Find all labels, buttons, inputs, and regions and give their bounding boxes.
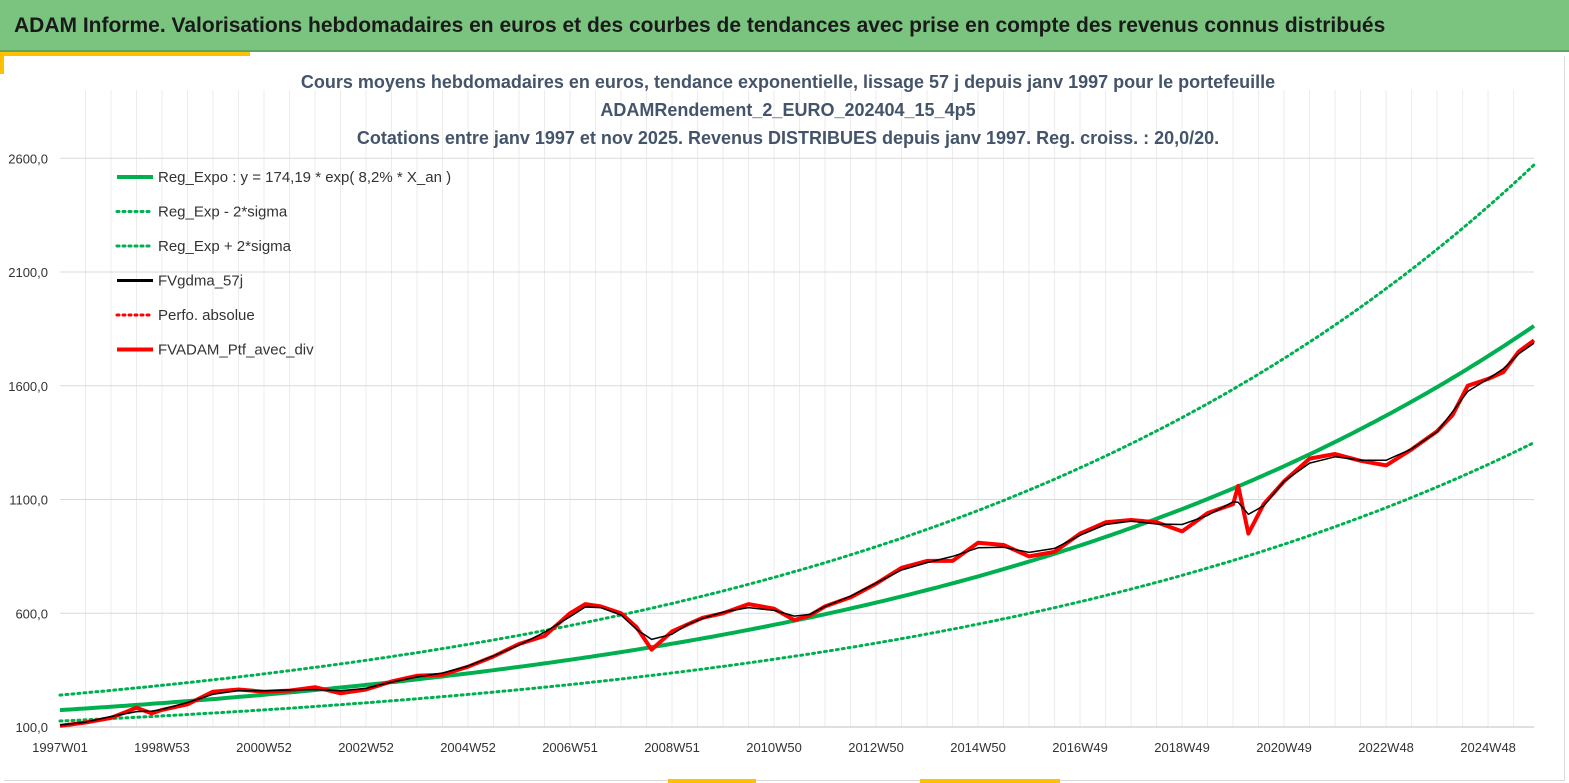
reg-exp-plus-2sigma-line <box>58 163 1536 697</box>
x-tick-label: 1997W01 <box>32 740 88 755</box>
x-tick-label: 2022W48 <box>1358 740 1414 755</box>
legend-label: Reg_Expo : y = 174,19 * exp( 8,2% * X_an… <box>158 169 451 186</box>
legend-label: Reg_Exp - 2*sigma <box>158 204 288 221</box>
x-tick-label: 2000W52 <box>236 740 292 755</box>
x-tick-label: 2012W50 <box>848 740 904 755</box>
chart-title-line: Cotations entre janv 1997 et nov 2025. R… <box>357 128 1219 148</box>
x-tick-label: 1998W53 <box>134 740 190 755</box>
x-tick-label: 2020W49 <box>1256 740 1312 755</box>
accent-bar-top <box>0 52 250 56</box>
reg-expo-line <box>59 324 1536 713</box>
portfolio-line <box>59 338 1536 728</box>
y-tick-label: 1100,0 <box>9 493 48 508</box>
legend: Reg_Expo : y = 174,19 * exp( 8,2% * X_an… <box>115 169 451 359</box>
legend-label: FVgdma_57j <box>158 273 243 290</box>
x-tick-label: 2010W50 <box>746 740 802 755</box>
x-tick-label: 2006W51 <box>542 740 598 755</box>
x-tick-label: 2002W52 <box>338 740 394 755</box>
header-banner: ADAM Informe. Valorisations hebdomadaire… <box>0 0 1569 52</box>
reg-exp-minus-2sigma-line <box>58 441 1536 723</box>
y-tick-label: 2600,0 <box>8 151 48 166</box>
y-tick-label: 600,0 <box>15 606 48 621</box>
x-axis: 1997W01 1998W53 2000W52 2002W52 2004W52 2006W… <box>32 726 1534 755</box>
legend-label: Perfo. absolue <box>158 307 255 324</box>
data-curves <box>58 163 1536 728</box>
y-tick-label: 100,0 <box>15 720 48 735</box>
gdma-57j-line <box>59 342 1535 726</box>
x-tick-label: 2004W52 <box>440 740 496 755</box>
x-tick-label: 2008W51 <box>644 740 700 755</box>
chart-title: Cours moyens hebdomadaires en euros, ten… <box>301 72 1275 148</box>
y-tick-label: 1600,0 <box>8 379 48 394</box>
legend-label: FVADAM_Ptf_avec_div <box>158 342 314 359</box>
bottom-accent-mark <box>920 779 1060 783</box>
y-axis: 100,0 600,0 1100,0 1600,0 2100,0 2600,0 <box>8 151 48 735</box>
x-tick-label: 2016W49 <box>1052 740 1108 755</box>
page-title: ADAM Informe. Valorisations hebdomadaire… <box>14 14 1386 37</box>
x-tick-label: 2014W50 <box>950 740 1006 755</box>
y-tick-label: 2100,0 <box>8 265 48 280</box>
legend-label: Reg_Exp + 2*sigma <box>158 238 292 255</box>
bottom-accent-mark <box>668 779 756 783</box>
chart-title-line: ADAMRendement_2_EURO_202404_15_4p5 <box>600 100 975 120</box>
x-tick-label: 2024W48 <box>1460 740 1516 755</box>
chart-frame <box>4 56 1565 781</box>
chart-title-line: Cours moyens hebdomadaires en euros, ten… <box>301 72 1275 92</box>
grid-lines <box>60 90 1534 728</box>
x-tick-label: 2018W49 <box>1154 740 1210 755</box>
accent-bar-left <box>0 52 4 74</box>
